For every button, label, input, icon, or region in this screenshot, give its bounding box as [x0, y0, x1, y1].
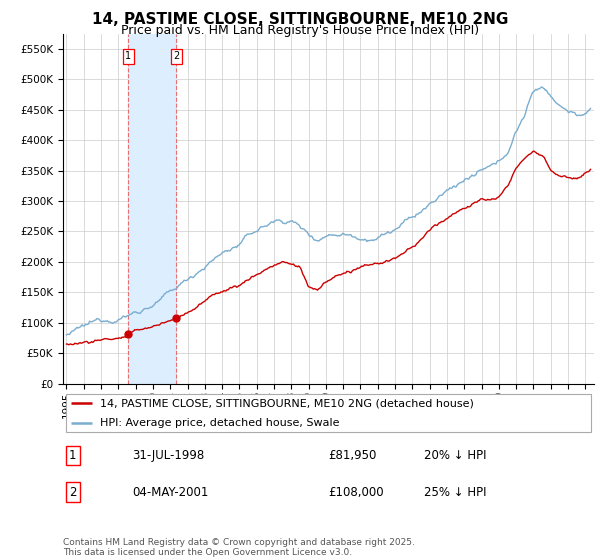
Text: £81,950: £81,950	[329, 449, 377, 462]
Bar	[128, 34, 176, 384]
Text: 20% ↓ HPI: 20% ↓ HPI	[424, 449, 487, 462]
Text: 04-MAY-2001: 04-MAY-2001	[132, 486, 208, 498]
Text: 2: 2	[69, 486, 76, 498]
Text: HPI: Average price, detached house, Swale: HPI: Average price, detached house, Swal…	[100, 418, 340, 428]
Text: 14, PASTIME CLOSE, SITTINGBOURNE, ME10 2NG: 14, PASTIME CLOSE, SITTINGBOURNE, ME10 2…	[92, 12, 508, 27]
Text: 2: 2	[173, 52, 179, 62]
Text: 1: 1	[125, 52, 131, 62]
Text: 25% ↓ HPI: 25% ↓ HPI	[424, 486, 487, 498]
FancyBboxPatch shape	[65, 394, 592, 432]
Text: 1: 1	[69, 449, 76, 462]
Text: 14, PASTIME CLOSE, SITTINGBOURNE, ME10 2NG (detached house): 14, PASTIME CLOSE, SITTINGBOURNE, ME10 2…	[100, 398, 474, 408]
Text: Contains HM Land Registry data © Crown copyright and database right 2025.
This d: Contains HM Land Registry data © Crown c…	[63, 538, 415, 557]
Text: 31-JUL-1998: 31-JUL-1998	[132, 449, 204, 462]
Text: Price paid vs. HM Land Registry's House Price Index (HPI): Price paid vs. HM Land Registry's House …	[121, 24, 479, 36]
Text: £108,000: £108,000	[329, 486, 384, 498]
